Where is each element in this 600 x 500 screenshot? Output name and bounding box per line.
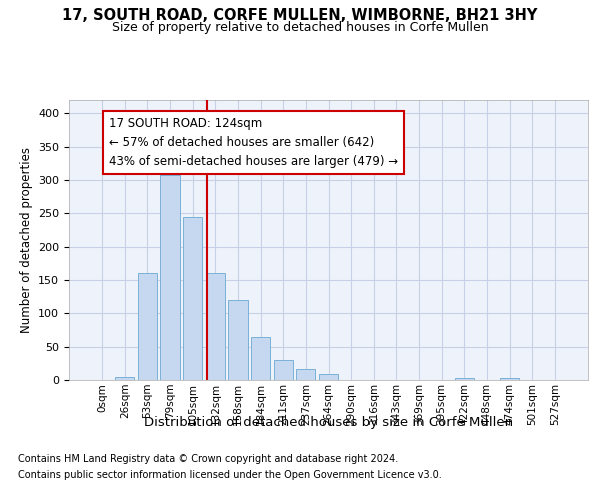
Text: 17, SOUTH ROAD, CORFE MULLEN, WIMBORNE, BH21 3HY: 17, SOUTH ROAD, CORFE MULLEN, WIMBORNE, … (62, 8, 538, 22)
Y-axis label: Number of detached properties: Number of detached properties (20, 147, 32, 333)
Bar (160, 174, 180, 380)
Bar (319, 374, 338, 380)
Bar (296, 368, 316, 380)
Bar (455, 378, 474, 380)
Bar (115, 376, 134, 380)
Bar (500, 378, 519, 380)
Bar (138, 274, 157, 380)
Bar (251, 336, 270, 380)
Bar (183, 216, 202, 380)
Bar (274, 360, 293, 380)
Text: Contains public sector information licensed under the Open Government Licence v3: Contains public sector information licen… (18, 470, 442, 480)
Text: Distribution of detached houses by size in Corfe Mullen: Distribution of detached houses by size … (144, 416, 514, 429)
Bar (229, 300, 248, 380)
Text: Contains HM Land Registry data © Crown copyright and database right 2024.: Contains HM Land Registry data © Crown c… (18, 454, 398, 464)
Bar (206, 274, 225, 380)
Text: Size of property relative to detached houses in Corfe Mullen: Size of property relative to detached ho… (112, 21, 488, 34)
Text: 17 SOUTH ROAD: 124sqm
← 57% of detached houses are smaller (642)
43% of semi-det: 17 SOUTH ROAD: 124sqm ← 57% of detached … (109, 116, 398, 168)
